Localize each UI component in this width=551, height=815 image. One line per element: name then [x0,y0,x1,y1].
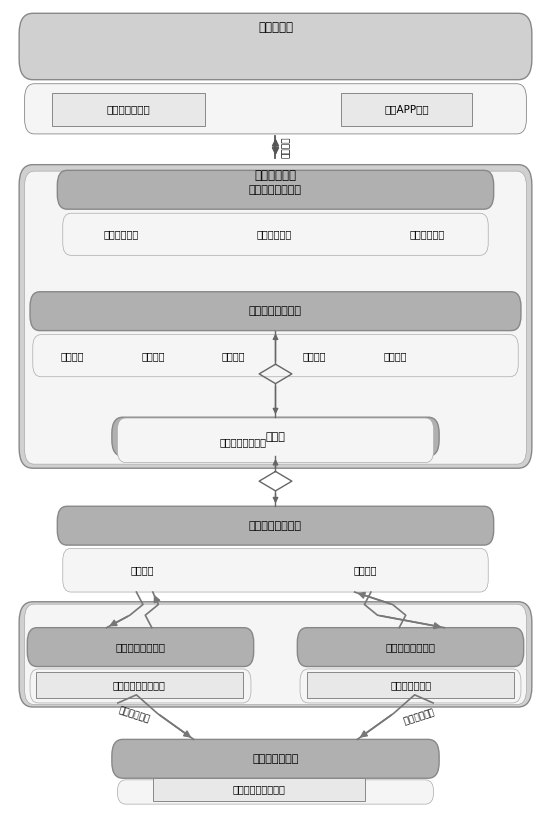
Text: 主站配置程序模块: 主站配置程序模块 [386,642,435,652]
FancyBboxPatch shape [19,13,532,80]
Text: 配置指令传输: 配置指令传输 [401,706,434,724]
Bar [376,219,477,249]
Bar [153,778,365,801]
FancyBboxPatch shape [30,292,521,331]
FancyBboxPatch shape [28,628,253,667]
Bar [341,94,472,126]
Text: 主站接收程序模块: 主站接收程序模块 [116,642,165,652]
FancyBboxPatch shape [112,417,439,456]
FancyBboxPatch shape [25,604,526,704]
Bar [224,219,325,249]
Text: 报警数据查询: 报警数据查询 [409,229,445,240]
FancyBboxPatch shape [117,780,434,804]
Bar [36,341,107,370]
FancyBboxPatch shape [19,601,532,707]
Text: 业务管理操作模块: 业务管理操作模块 [249,306,302,316]
Text: 采集器数据交互程序: 采集器数据交互程序 [113,681,166,690]
Text: 采集器配置程序: 采集器配置程序 [390,681,431,690]
Text: 计算机网页访问: 计算机网页访问 [106,104,150,115]
FancyBboxPatch shape [19,165,532,468]
Bar [311,555,420,586]
Bar [52,94,204,126]
Bar [117,341,188,370]
Text: 采集数据传输: 采集数据传输 [117,706,150,724]
FancyBboxPatch shape [25,171,526,465]
Text: 采集器数据采集模块: 采集器数据采集模块 [233,785,285,795]
Bar [35,672,243,698]
Text: 系统管理: 系统管理 [60,350,84,361]
FancyBboxPatch shape [57,170,494,209]
Text: 数据分析: 数据分析 [130,565,154,575]
FancyBboxPatch shape [33,335,518,377]
Bar [198,341,269,370]
FancyBboxPatch shape [30,669,251,703]
Text: 实时数据查询: 实时数据查询 [104,229,139,240]
Bar [359,341,430,370]
Bar [87,555,196,586]
FancyBboxPatch shape [298,628,523,667]
Bar [164,427,322,458]
Text: 业务数据展现模块: 业务数据展现模块 [249,185,302,195]
Text: 数据库: 数据库 [266,432,285,442]
Text: 用户管理: 用户管理 [222,350,245,361]
Text: 历史数据查询: 历史数据查询 [257,229,292,240]
FancyBboxPatch shape [57,506,494,545]
FancyBboxPatch shape [63,548,488,592]
Text: 手机APP程序: 手机APP程序 [384,104,429,115]
Text: 关系型数据库软件: 关系型数据库软件 [219,438,266,447]
Text: 权限管理: 权限管理 [302,350,326,361]
Text: 部署管理: 部署管理 [383,350,407,361]
FancyBboxPatch shape [63,214,488,255]
Text: 设备管理: 设备管理 [141,350,165,361]
Text: 服务接口: 服务接口 [282,136,291,157]
Text: 采集器终端装置: 采集器终端装置 [252,754,299,764]
Bar [71,219,172,249]
FancyBboxPatch shape [300,669,521,703]
Text: 用户访问层: 用户访问层 [258,21,293,34]
FancyBboxPatch shape [117,418,434,463]
Bar [307,672,515,698]
Text: 后台主活程序: 后台主活程序 [255,169,296,182]
Text: 数据存储: 数据存储 [354,565,377,575]
FancyBboxPatch shape [25,84,526,134]
FancyBboxPatch shape [112,739,439,778]
Text: 数据分析存储模块: 数据分析存储模块 [249,521,302,531]
Bar [279,341,350,370]
